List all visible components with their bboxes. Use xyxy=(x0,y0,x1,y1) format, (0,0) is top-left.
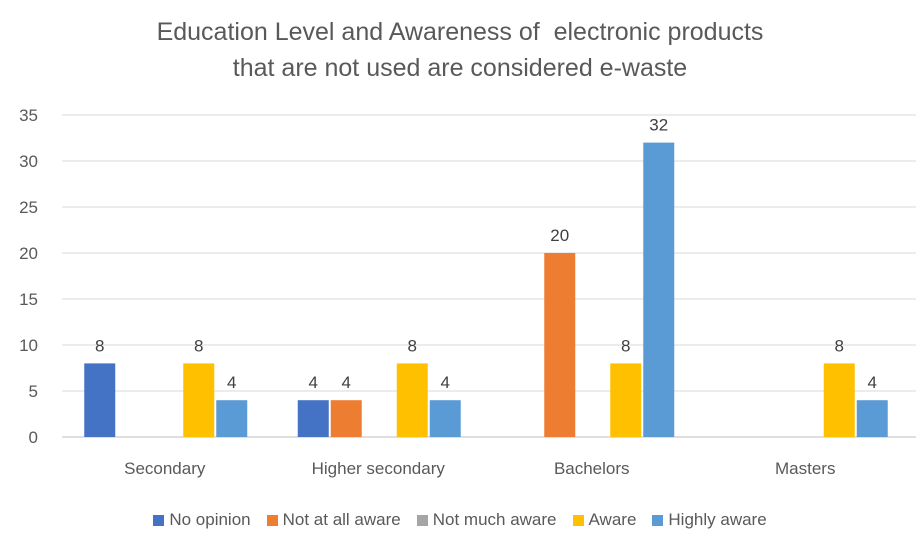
data-label: 4 xyxy=(342,373,351,392)
bar xyxy=(297,400,329,437)
legend-label: Highly aware xyxy=(668,510,767,529)
data-label: 4 xyxy=(441,373,450,392)
data-label: 32 xyxy=(649,116,668,135)
category-label: Higher secondary xyxy=(312,459,446,478)
data-label: 20 xyxy=(550,226,569,245)
bar xyxy=(396,363,428,437)
bar xyxy=(216,400,248,437)
y-axis: 0 5 10 15 20 25 30 35 xyxy=(19,106,38,447)
y-tick-label: 15 xyxy=(19,290,38,309)
data-label: 4 xyxy=(227,373,236,392)
bar xyxy=(823,363,855,437)
chart-title-line-2: that are not used are considered e-waste xyxy=(232,54,688,82)
y-tick-label: 30 xyxy=(19,152,38,171)
category-label: Secondary xyxy=(124,459,206,478)
bar xyxy=(544,253,576,437)
legend-swatch xyxy=(652,514,664,526)
bar xyxy=(183,363,215,437)
bar xyxy=(84,363,116,437)
chart-title: Education Level and Awareness of electro… xyxy=(0,14,920,86)
legend-label: Not at all aware xyxy=(282,510,401,529)
legend-item: No opinion xyxy=(153,510,251,530)
y-tick-label: 20 xyxy=(19,244,38,263)
data-label: 8 xyxy=(408,336,417,355)
legend-item: Not much aware xyxy=(416,510,557,530)
legend-item: Not at all aware xyxy=(266,510,401,530)
bar xyxy=(643,142,675,437)
category-label: Masters xyxy=(775,459,835,478)
legend-swatch xyxy=(416,514,428,526)
legend-swatch xyxy=(153,514,165,526)
category-label: Bachelors xyxy=(554,459,630,478)
data-labels: 8 8 4 4 4 8 4 20 8 32 8 4 xyxy=(95,116,877,393)
bar xyxy=(610,363,642,437)
legend-item: Highly aware xyxy=(652,510,767,530)
y-tick-label: 0 xyxy=(29,428,38,447)
data-label: 4 xyxy=(868,373,877,392)
legend-swatch xyxy=(572,514,584,526)
data-label: 4 xyxy=(309,373,318,392)
bar xyxy=(330,400,362,437)
legend-item: Aware xyxy=(572,510,637,530)
y-tick-label: 5 xyxy=(29,382,38,401)
bar xyxy=(429,400,461,437)
x-axis: Secondary Higher secondary Bachelors Master… xyxy=(124,459,835,478)
data-label: 8 xyxy=(621,336,630,355)
chart-title-line-1: Education Level and Awareness of electro… xyxy=(156,18,764,46)
bars xyxy=(84,142,888,437)
legend-label: Not much aware xyxy=(432,510,557,529)
data-label: 8 xyxy=(194,336,203,355)
y-tick-label: 10 xyxy=(19,336,38,355)
y-tick-label: 25 xyxy=(19,198,38,217)
legend: No opinion Not at all aware Not much aware… xyxy=(0,510,920,530)
bar xyxy=(856,400,888,437)
legend-label: No opinion xyxy=(169,510,251,529)
data-label: 8 xyxy=(95,336,104,355)
data-label: 8 xyxy=(835,336,844,355)
y-tick-label: 35 xyxy=(19,106,38,125)
legend-label: Aware xyxy=(588,510,637,529)
legend-swatch xyxy=(266,514,278,526)
